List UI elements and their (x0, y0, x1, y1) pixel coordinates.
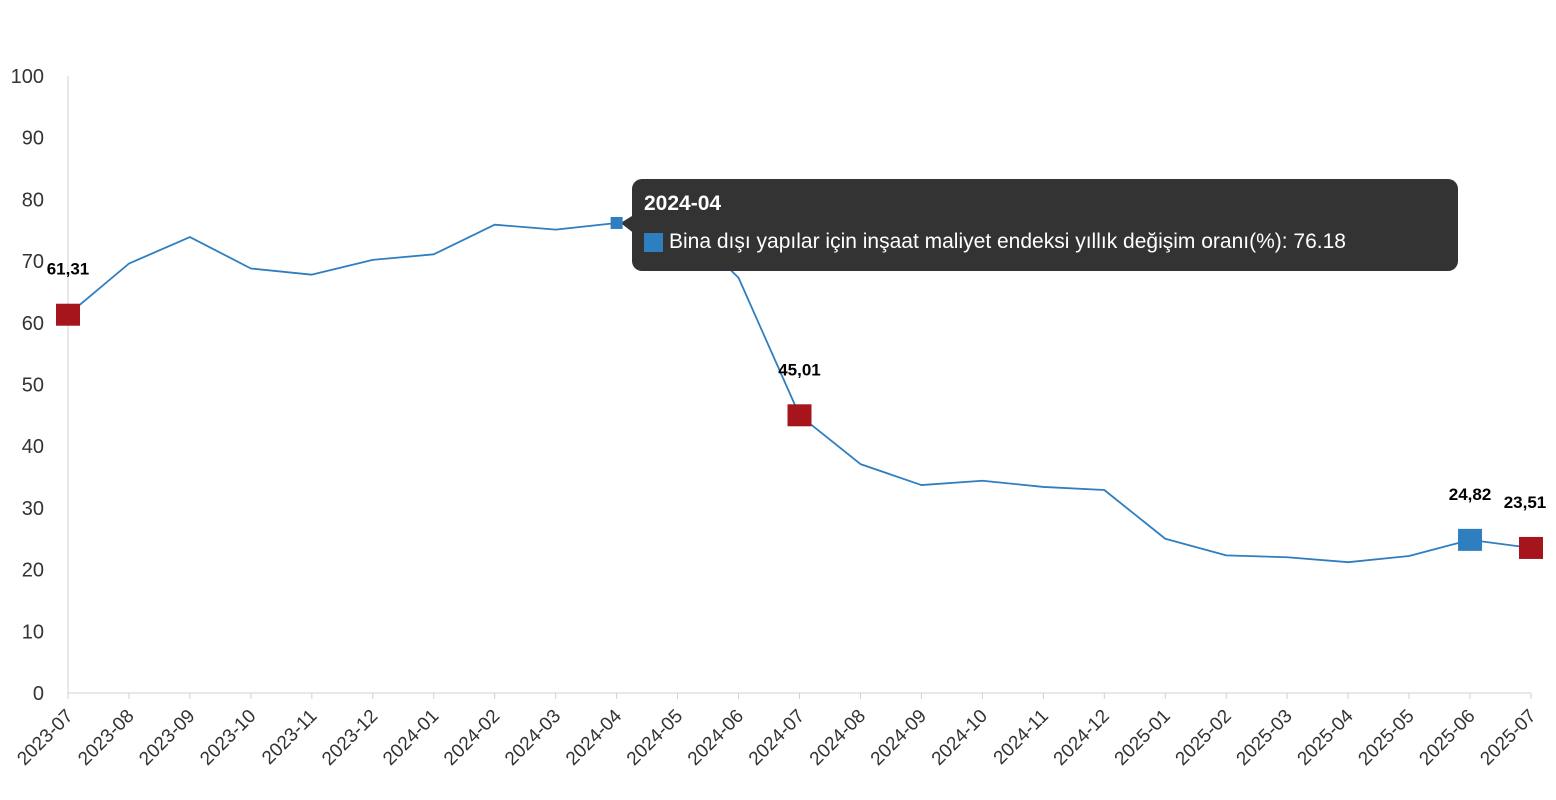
x-tick-label: 2024-12 (1050, 706, 1114, 770)
data-point-marker (1519, 536, 1543, 559)
x-tick-label: 2023-07 (13, 706, 77, 770)
x-tick-label: 2023-12 (318, 706, 382, 770)
tooltip-title: 2024-04 (644, 192, 722, 215)
x-tick-label: 2024-01 (379, 706, 443, 770)
x-tick-label: 2023-08 (74, 706, 138, 770)
y-tick-label: 90 (22, 128, 44, 150)
plot-area (56, 211, 1543, 564)
x-tick-label: 2024-10 (928, 706, 992, 770)
y-tick-label: 20 (22, 560, 44, 582)
x-tick-label: 2025-06 (1415, 706, 1479, 770)
y-tick-label: 0 (33, 683, 44, 705)
x-tick-label: 2025-05 (1354, 706, 1418, 770)
x-tick-label: 2024-02 (440, 706, 504, 770)
x-tick-label: 2024-05 (623, 706, 687, 770)
y-axis: 0 10 20 30 40 50 60 70 80 90 100 (11, 66, 69, 705)
x-tick-label: 2024-06 (684, 706, 748, 770)
data-point-marker (787, 404, 812, 427)
x-tick-label: 2024-11 (990, 706, 1053, 769)
x-tick-label: 2023-09 (135, 706, 199, 770)
data-labels: 61,31 45,01 24,82 23,51 (47, 260, 1547, 512)
tooltip-row: Bina dışı yapılar için inşaat maliyet en… (644, 229, 1446, 255)
x-tick-label: 2025-07 (1476, 706, 1540, 770)
y-tick-label: 80 (22, 189, 44, 211)
x-tick-label: 2024-04 (562, 705, 626, 769)
x-tick-label: 2024-07 (745, 706, 809, 770)
data-point-marker (1458, 528, 1483, 551)
y-tick-label: 10 (22, 621, 44, 643)
data-label: 24,82 (1449, 485, 1492, 504)
x-tick-label: 2024-03 (501, 706, 565, 770)
y-tick-label: 40 (22, 436, 44, 458)
x-tick-label: 2025-03 (1233, 706, 1297, 770)
hovered-point-marker (610, 216, 623, 229)
x-tick-label: 2025-04 (1294, 705, 1358, 769)
x-tick-label: 2023-10 (196, 706, 260, 770)
x-tick-label: 2024-09 (867, 706, 931, 770)
x-axis: 2023-072023-082023-092023-102023-112023-… (13, 692, 1541, 770)
data-label: 45,01 (778, 360, 821, 379)
tooltip-text: Bina dışı yapılar için inşaat maliyet en… (669, 230, 1346, 253)
tooltip-series-swatch (644, 232, 663, 252)
y-tick-label: 50 (22, 375, 44, 397)
data-label: 61,31 (47, 260, 90, 279)
y-tick-label: 30 (22, 498, 44, 520)
y-tick-label: 100 (11, 66, 44, 88)
x-tick-label: 2025-01 (1111, 706, 1175, 770)
data-label: 23,51 (1504, 493, 1547, 512)
y-tick-label: 70 (22, 251, 44, 273)
x-tick-label: 2025-02 (1172, 706, 1236, 770)
x-tick-label: 2023-11 (258, 706, 321, 769)
data-point-marker (56, 303, 80, 326)
tooltip: 2024-04 Bina dışı yapılar için inşaat ma… (632, 179, 1458, 271)
x-tick-label: 2024-08 (806, 706, 870, 770)
y-tick-label: 60 (22, 313, 44, 335)
